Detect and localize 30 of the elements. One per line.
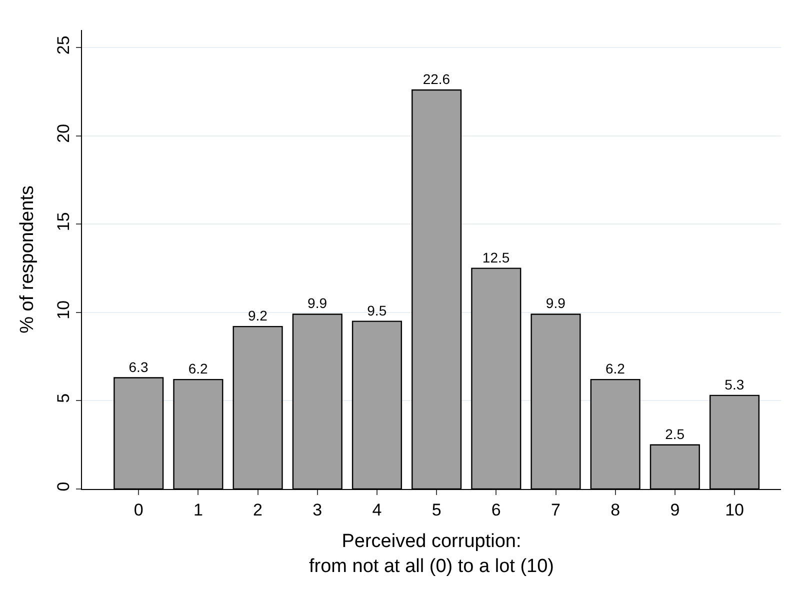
- x-tick-label: 2: [253, 500, 263, 520]
- x-tick-label: 7: [551, 500, 560, 520]
- x-tick-label: 3: [312, 500, 322, 520]
- y-tick-label: 15: [54, 212, 74, 232]
- data-label: 2.5: [665, 426, 685, 442]
- x-tick-label: 4: [372, 500, 382, 520]
- x-tick-label: 0: [134, 500, 144, 520]
- y-axis-title: % of respondents: [17, 186, 38, 334]
- data-label: 12.5: [482, 249, 510, 266]
- x-tick-label: 10: [725, 500, 744, 520]
- y-tick-label: 25: [54, 36, 74, 55]
- data-label: 9.5: [367, 302, 387, 318]
- x-tick-label: 5: [432, 500, 442, 520]
- y-tick-label: 5: [54, 393, 74, 403]
- y-tick-label: 0: [54, 482, 74, 492]
- data-label: 5.3: [724, 376, 744, 392]
- y-tick-label: 20: [54, 124, 74, 143]
- data-label: 9.2: [248, 308, 268, 324]
- x-tick-label: 9: [670, 500, 680, 520]
- data-label: 6.2: [188, 360, 208, 377]
- data-label: 6.2: [606, 360, 626, 377]
- data-label: 22.6: [422, 71, 450, 88]
- x-tick-label: 8: [610, 500, 620, 520]
- data-label: 6.3: [128, 358, 148, 375]
- x-tick-label: 6: [491, 500, 501, 520]
- x-axis-title: Perceived corruption: from not at all (0) to a lot (10): [309, 531, 554, 577]
- y-tick-label: 10: [54, 300, 74, 320]
- data-label: 9.9: [546, 295, 566, 312]
- x-tick-label: 1: [193, 500, 203, 520]
- data-label: 9.9: [308, 295, 328, 312]
